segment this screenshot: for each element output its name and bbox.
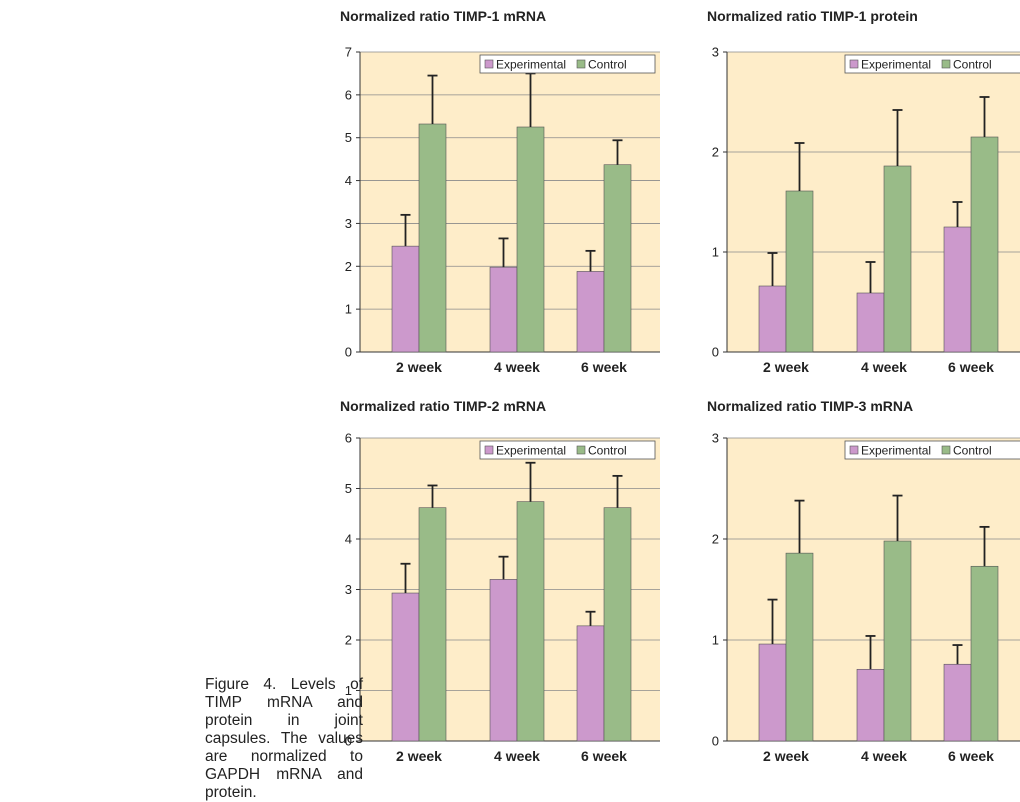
x-tick-label: 6 week <box>581 748 627 764</box>
y-tick-label: 6 <box>345 431 352 446</box>
legend-box <box>844 54 1020 74</box>
bar-control <box>883 540 912 742</box>
legend-box <box>844 440 1020 460</box>
legend-box <box>479 54 656 74</box>
y-tick-label: 4 <box>345 532 352 547</box>
chart-title: Normalized ratio TIMP-3 mRNA <box>707 398 914 414</box>
bar-experimental <box>489 266 518 353</box>
y-tick-label: 2 <box>345 259 352 274</box>
bar-control <box>970 565 999 742</box>
bar-control <box>418 123 447 353</box>
y-tick-label: 1 <box>712 245 719 260</box>
bar-experimental <box>758 285 787 353</box>
y-tick-label: 5 <box>345 130 352 145</box>
bar-control <box>970 136 999 353</box>
bar-control <box>785 552 814 742</box>
x-tick-label: 2 week <box>763 359 809 375</box>
chart-timp3-mrna: 0 1 2 3 2 week 4 week 6 week Experimental Contro… <box>712 431 1020 764</box>
bar-control <box>785 190 814 353</box>
legend-label: Experimental <box>496 58 566 72</box>
legend-label: Control <box>953 444 992 458</box>
y-tick-label: 0 <box>345 734 352 749</box>
legend-label: Experimental <box>861 58 931 72</box>
legend-swatch <box>484 59 494 69</box>
legend-swatch <box>941 445 951 455</box>
x-tick-label: 6 week <box>948 748 994 764</box>
y-tick-label: 3 <box>712 431 719 446</box>
figure-caption: Figure 4. Levels of TIMP mRNA and protei… <box>205 676 363 801</box>
bar-control <box>603 164 632 353</box>
legend: Experimental Control <box>844 54 1020 74</box>
bar-control <box>516 501 545 742</box>
bar-control <box>883 165 912 353</box>
x-tick-label: 4 week <box>861 359 907 375</box>
bar-control <box>516 126 545 353</box>
bar-experimental <box>489 579 518 742</box>
y-tick-label: 5 <box>345 481 352 496</box>
x-tick-label: 6 week <box>581 359 627 375</box>
legend-label: Experimental <box>496 444 566 458</box>
y-tick-label: 0 <box>345 345 352 360</box>
x-tick-label: 2 week <box>763 748 809 764</box>
chart-title: Normalized ratio TIMP-1 protein <box>707 8 918 24</box>
y-tick-label: 1 <box>712 633 719 648</box>
bar-experimental <box>576 271 605 353</box>
y-tick-label: 1 <box>345 302 352 317</box>
legend-label: Experimental <box>861 444 931 458</box>
legend-swatch <box>576 59 586 69</box>
y-tick-label: 3 <box>712 45 719 60</box>
legend-label: Control <box>953 58 992 72</box>
bar-experimental <box>391 245 420 353</box>
chart-timp1-protein: 0 1 2 3 2 week 4 week 6 week Experimental Contro… <box>712 45 1020 375</box>
legend-swatch <box>849 59 859 69</box>
legend: Experimental Control <box>479 54 656 74</box>
legend-label: Control <box>588 58 627 72</box>
bar-experimental <box>391 592 420 742</box>
chart-title: Normalized ratio TIMP-1 mRNA <box>340 8 547 24</box>
x-tick-label: 2 week <box>396 748 442 764</box>
y-tick-label: 6 <box>345 87 352 102</box>
legend-label: Control <box>588 444 627 458</box>
bar-experimental <box>576 625 605 742</box>
x-tick-label: 4 week <box>494 359 540 375</box>
legend: Experimental Control <box>844 440 1020 460</box>
legend: Experimental Control <box>479 440 656 460</box>
legend-swatch <box>484 445 494 455</box>
chart-timp1-mrna: 0 1 2 3 4 5 6 7 2 week 4 week 6 week Experimental Co… <box>345 45 660 375</box>
y-tick-label: 2 <box>712 532 719 547</box>
y-tick-label: 0 <box>712 734 719 749</box>
x-tick-label: 6 week <box>948 359 994 375</box>
y-tick-label: 4 <box>345 173 352 188</box>
chart-timp2-mrna: 0 1 2 3 4 5 6 2 week 4 week 6 week Experimental Con… <box>345 431 660 764</box>
bar-experimental <box>758 643 787 742</box>
y-tick-label: 2 <box>345 633 352 648</box>
y-tick-label: 7 <box>345 45 352 60</box>
y-tick-label: 0 <box>712 345 719 360</box>
x-tick-label: 4 week <box>494 748 540 764</box>
y-tick-label: 3 <box>345 582 352 597</box>
legend-swatch <box>576 445 586 455</box>
y-tick-label: 3 <box>345 216 352 231</box>
x-tick-label: 4 week <box>861 748 907 764</box>
x-tick-label: 2 week <box>396 359 442 375</box>
bar-experimental <box>856 668 885 742</box>
bar-control <box>418 507 447 742</box>
bar-experimental <box>943 663 972 742</box>
bar-experimental <box>943 226 972 353</box>
legend-swatch <box>849 445 859 455</box>
chart-title: Normalized ratio TIMP-2 mRNA <box>340 398 547 414</box>
bar-experimental <box>856 292 885 353</box>
y-tick-label: 1 <box>345 683 352 698</box>
legend-box <box>479 440 656 460</box>
legend-swatch <box>941 59 951 69</box>
y-tick-label: 2 <box>712 145 719 160</box>
bar-control <box>603 507 632 742</box>
